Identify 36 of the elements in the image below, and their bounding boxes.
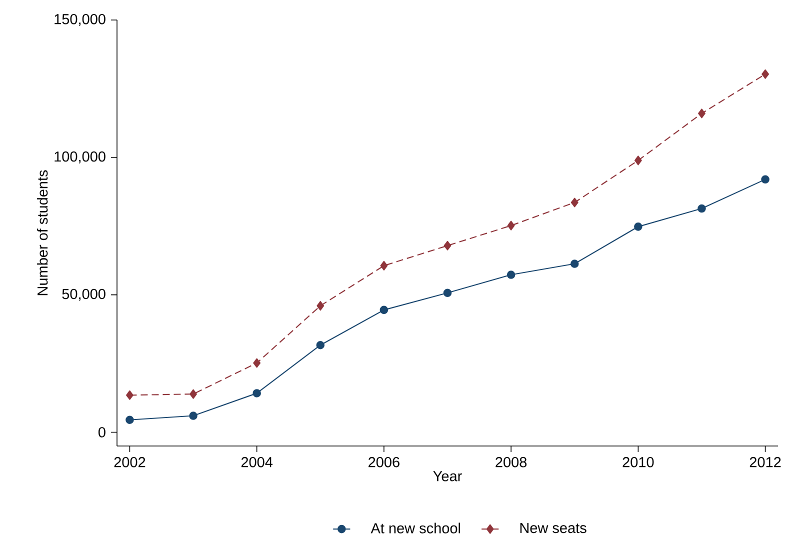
point xyxy=(316,340,325,350)
point xyxy=(698,108,706,118)
point xyxy=(570,198,578,208)
x-tick-label: 2004 xyxy=(241,457,273,468)
legend-label: New seats xyxy=(520,522,586,534)
x-tick-label: 2010 xyxy=(622,457,654,468)
point xyxy=(570,260,579,268)
point xyxy=(190,389,197,399)
point xyxy=(126,416,134,424)
point xyxy=(698,204,706,213)
point xyxy=(253,358,261,368)
x-tick-label: 2006 xyxy=(368,457,400,468)
y-tick-label: 0 xyxy=(98,427,106,438)
point xyxy=(316,301,324,311)
point xyxy=(380,260,388,270)
point xyxy=(444,240,452,250)
legend-label: At new school xyxy=(370,522,460,534)
point xyxy=(506,270,516,279)
point xyxy=(507,220,515,230)
point xyxy=(761,175,770,184)
y-axis-title: Number of students xyxy=(37,170,48,296)
point xyxy=(762,69,769,79)
x-tick-label: 2008 xyxy=(496,457,527,468)
point xyxy=(443,288,452,298)
x-tick-label: 2002 xyxy=(114,457,146,468)
y-tick-label: 50,000 xyxy=(62,288,106,301)
point xyxy=(126,390,134,400)
y-tick-label: 150,000 xyxy=(54,14,106,26)
point xyxy=(189,412,198,420)
x-axis-title: Year xyxy=(433,471,462,482)
point xyxy=(634,222,642,231)
point xyxy=(634,156,642,166)
x-tick-label: 2012 xyxy=(750,457,781,468)
point xyxy=(380,306,388,314)
y-tick-label: 100,000 xyxy=(54,151,106,164)
point xyxy=(252,389,261,398)
